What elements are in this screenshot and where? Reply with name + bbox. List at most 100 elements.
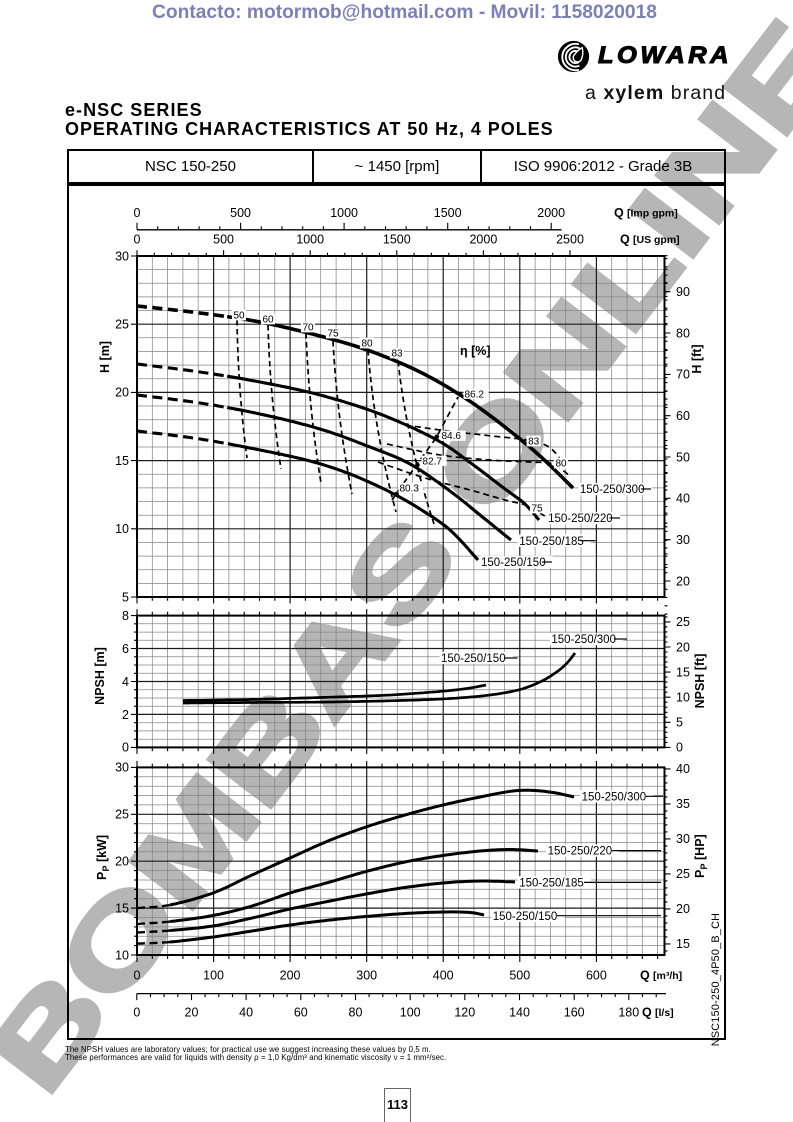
svg-text:20: 20 <box>185 1006 199 1020</box>
svg-text:30: 30 <box>676 832 690 846</box>
svg-text:80: 80 <box>349 1006 363 1020</box>
svg-text:75: 75 <box>531 503 543 514</box>
svg-text:20: 20 <box>115 855 129 869</box>
svg-text:P: P <box>693 870 707 878</box>
svg-text:30: 30 <box>115 249 129 263</box>
svg-text:40: 40 <box>676 762 690 776</box>
svg-text:η [%]: η [%] <box>460 344 491 358</box>
svg-text:35: 35 <box>676 797 690 811</box>
svg-text:80: 80 <box>361 338 373 349</box>
svg-text:80: 80 <box>676 326 690 340</box>
svg-text:10: 10 <box>115 522 129 536</box>
svg-text:60: 60 <box>294 1006 308 1020</box>
svg-text:1500: 1500 <box>434 206 462 220</box>
svg-text:150-250/300: 150-250/300 <box>580 484 645 496</box>
svg-text:150-250/150: 150-250/150 <box>493 911 558 923</box>
svg-text:30: 30 <box>115 761 129 775</box>
svg-text:160: 160 <box>564 1006 585 1020</box>
svg-text:[m³/h]: [m³/h] <box>653 970 682 982</box>
svg-text:1500: 1500 <box>383 233 411 247</box>
svg-text:0: 0 <box>134 233 141 247</box>
svg-text:0: 0 <box>134 969 141 983</box>
svg-text:86.2: 86.2 <box>465 389 485 400</box>
svg-text:100: 100 <box>203 969 224 983</box>
svg-text:2500: 2500 <box>556 233 584 247</box>
svg-text:Q: Q <box>642 1006 652 1020</box>
svg-text:1000: 1000 <box>296 233 324 247</box>
svg-text:30: 30 <box>676 533 690 547</box>
svg-text:150-250/300: 150-250/300 <box>551 634 616 646</box>
svg-text:100: 100 <box>400 1006 421 1020</box>
svg-text:[Imp gpm]: [Imp gpm] <box>627 208 678 220</box>
svg-text:NPSH [m]: NPSH [m] <box>93 647 107 705</box>
svg-text:40: 40 <box>676 492 690 506</box>
svg-text:60: 60 <box>262 314 274 325</box>
svg-text:75: 75 <box>327 328 339 339</box>
svg-text:84.6: 84.6 <box>442 431 462 442</box>
svg-text:2000: 2000 <box>469 233 497 247</box>
svg-text:600: 600 <box>586 969 607 983</box>
svg-text:6: 6 <box>122 642 129 656</box>
svg-text:150-250/150: 150-250/150 <box>441 653 506 665</box>
svg-text:P: P <box>699 863 709 869</box>
svg-text:2: 2 <box>122 708 129 722</box>
svg-text:Q: Q <box>640 969 650 983</box>
svg-text:15: 15 <box>676 937 690 951</box>
svg-text:500: 500 <box>230 206 251 220</box>
svg-text:2000: 2000 <box>537 206 565 220</box>
svg-text:400: 400 <box>433 969 454 983</box>
svg-text:120: 120 <box>454 1006 475 1020</box>
svg-text:0: 0 <box>133 1006 140 1020</box>
svg-text:[HP]: [HP] <box>693 834 707 860</box>
svg-text:8: 8 <box>122 609 129 623</box>
svg-text:H [ft]: H [ft] <box>690 344 704 373</box>
svg-text:NSC150-250_4P50_B_CH: NSC150-250_4P50_B_CH <box>710 913 722 1046</box>
svg-text:60: 60 <box>676 409 690 423</box>
svg-text:15: 15 <box>115 454 129 468</box>
svg-text:Q: Q <box>620 233 630 247</box>
svg-text:5: 5 <box>676 716 683 730</box>
svg-text:4: 4 <box>122 675 129 689</box>
svg-text:150-250/300: 150-250/300 <box>582 791 647 803</box>
svg-text:[l/s]: [l/s] <box>655 1007 674 1019</box>
svg-text:25: 25 <box>676 867 690 881</box>
svg-text:90: 90 <box>676 285 690 299</box>
svg-text:20: 20 <box>115 386 129 400</box>
svg-text:25: 25 <box>115 318 129 332</box>
svg-text:[kW]: [kW] <box>95 835 109 862</box>
svg-text:20: 20 <box>676 640 690 654</box>
svg-text:25: 25 <box>115 808 129 822</box>
svg-text:80: 80 <box>555 458 567 469</box>
svg-text:80.3: 80.3 <box>400 483 420 494</box>
svg-text:82.7: 82.7 <box>423 456 443 467</box>
svg-text:180: 180 <box>618 1006 639 1020</box>
svg-text:140: 140 <box>509 1006 530 1020</box>
svg-text:[US gpm]: [US gpm] <box>633 234 680 246</box>
svg-text:Q: Q <box>614 206 624 220</box>
svg-text:500: 500 <box>509 969 530 983</box>
svg-text:150-250/150: 150-250/150 <box>481 557 546 569</box>
svg-text:NPSH [ft]: NPSH [ft] <box>693 654 707 709</box>
svg-text:1000: 1000 <box>330 206 358 220</box>
svg-text:25: 25 <box>676 615 690 629</box>
svg-text:70: 70 <box>676 368 690 382</box>
svg-text:0: 0 <box>676 741 683 755</box>
svg-text:20: 20 <box>676 574 690 588</box>
svg-text:5: 5 <box>122 590 129 604</box>
svg-text:15: 15 <box>115 901 129 915</box>
svg-text:10: 10 <box>115 948 129 962</box>
svg-text:10: 10 <box>676 691 690 705</box>
svg-text:20: 20 <box>676 902 690 916</box>
svg-text:0: 0 <box>134 206 141 220</box>
svg-text:P: P <box>101 865 111 871</box>
svg-text:300: 300 <box>356 969 377 983</box>
svg-text:H [m]: H [m] <box>98 341 112 373</box>
svg-text:150-250/185: 150-250/185 <box>519 536 584 548</box>
svg-text:50: 50 <box>676 450 690 464</box>
svg-text:500: 500 <box>213 233 234 247</box>
svg-text:40: 40 <box>239 1006 253 1020</box>
svg-text:0: 0 <box>122 741 129 755</box>
svg-text:15: 15 <box>676 665 690 679</box>
svg-text:150-250/185: 150-250/185 <box>519 878 584 890</box>
svg-text:150-250/220: 150-250/220 <box>548 513 613 525</box>
